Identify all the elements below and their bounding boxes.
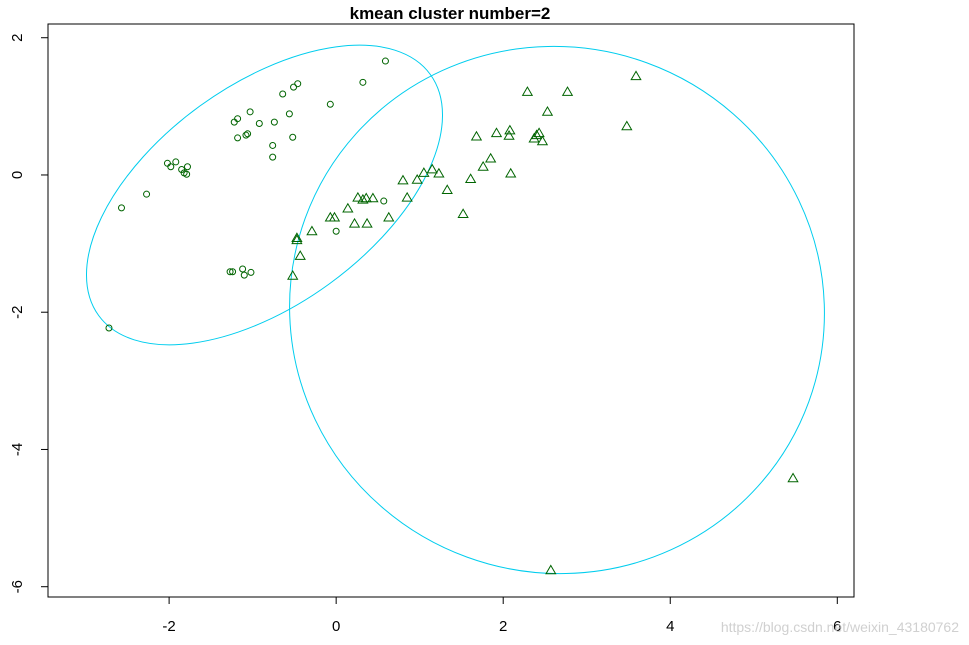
data-point-circle [230,118,238,126]
data-point-triangle [361,217,373,228]
y-tick-label: -2 [9,306,26,319]
data-point-circle [289,133,297,141]
data-point-triangle [352,191,364,202]
data-point-circle [143,190,151,198]
x-tick-label: 4 [666,618,674,635]
y-tick-label: 0 [9,171,26,179]
data-point-circle [255,120,263,128]
data-point-circle [380,197,388,205]
data-point-circle [234,115,242,123]
data-point-triangle [441,184,453,195]
data-point-triangle [477,160,489,171]
x-tick-label: 6 [833,618,841,635]
data-point-triangle [621,120,633,131]
data-point-triangle [306,225,318,236]
cluster-ellipses [85,44,825,575]
data-point-triangle [485,152,497,163]
data-point-triangle [342,202,354,213]
data-point-circle [118,204,126,212]
cluster-2-ellipse [289,45,825,575]
x-tick-label: -2 [162,618,175,635]
data-point-circle [279,90,287,98]
data-point-triangle [530,129,543,140]
data-point-triangle [291,234,303,245]
data-point-triangle [411,173,423,184]
data-point-circle [269,153,277,161]
data-point-circle [242,131,250,139]
data-point-circle [244,130,252,138]
data-point-triangle [541,106,554,116]
data-point-triangle [536,135,549,146]
data-point-triangle [561,86,574,96]
data-point-triangle [383,211,395,222]
data-point-circle [247,268,255,276]
data-point-circle [163,159,171,167]
data-point-circle [226,268,234,276]
y-tick-label: 2 [9,34,26,42]
data-point-circle [290,83,298,91]
data-point-circle [234,134,242,142]
x-tick-label: 2 [499,618,507,635]
data-point-triangle [291,232,303,243]
data-point-circle [229,268,237,276]
data-point-triangle [457,208,469,219]
data-point-circle [269,141,277,149]
watermark-text: https://blog.csdn.net/weixin_43180762 [720,619,959,635]
data-point-triangle [490,127,503,138]
data-point-circle [285,110,293,118]
data-point-triangle [397,174,409,185]
data-point-triangle [470,130,483,141]
data-point-circle [172,158,180,166]
data-point-circle [326,100,334,108]
data-point-triangle [433,167,445,178]
data-point-triangle [545,564,557,575]
data-point-triangle [504,124,516,135]
y-axis: -6 -4 -2 0 2 [9,34,49,593]
data-point-triangle [401,191,413,202]
y-tick-label: -6 [9,580,26,593]
data-point-triangle [287,270,299,280]
data-point-circle [294,80,302,88]
data-points [105,57,799,575]
data-point-circle [239,265,247,273]
data-point-circle [332,227,340,235]
data-point-triangle [367,192,379,203]
data-point-triangle [418,167,430,177]
data-point-circle [183,163,191,171]
data-point-triangle [533,127,545,138]
data-point-circle [183,170,191,178]
data-point-circle [246,108,254,116]
data-point-triangle [630,70,642,81]
data-point-circle [270,118,278,126]
chart-title: kmean cluster number=2 [350,4,551,23]
data-point-triangle [787,472,799,483]
data-point-circle [105,324,113,332]
data-point-circle [167,163,175,171]
data-point-triangle [360,192,372,203]
data-point-circle [359,78,367,86]
x-tick-label: 0 [332,618,340,635]
data-point-triangle [426,163,438,174]
data-point-triangle [328,211,341,222]
data-point-triangle [464,173,477,184]
data-point-circle [381,57,389,65]
data-point-triangle [521,86,534,96]
x-axis: -2 0 2 4 6 [162,596,841,635]
data-point-circle [240,271,248,279]
data-point-triangle [348,217,361,228]
data-point-triangle [503,130,515,140]
data-point-triangle [505,167,517,178]
data-point-triangle [294,250,306,260]
cluster-1-ellipse [85,44,444,346]
data-point-triangle [357,193,369,204]
y-tick-label: -4 [9,443,26,456]
